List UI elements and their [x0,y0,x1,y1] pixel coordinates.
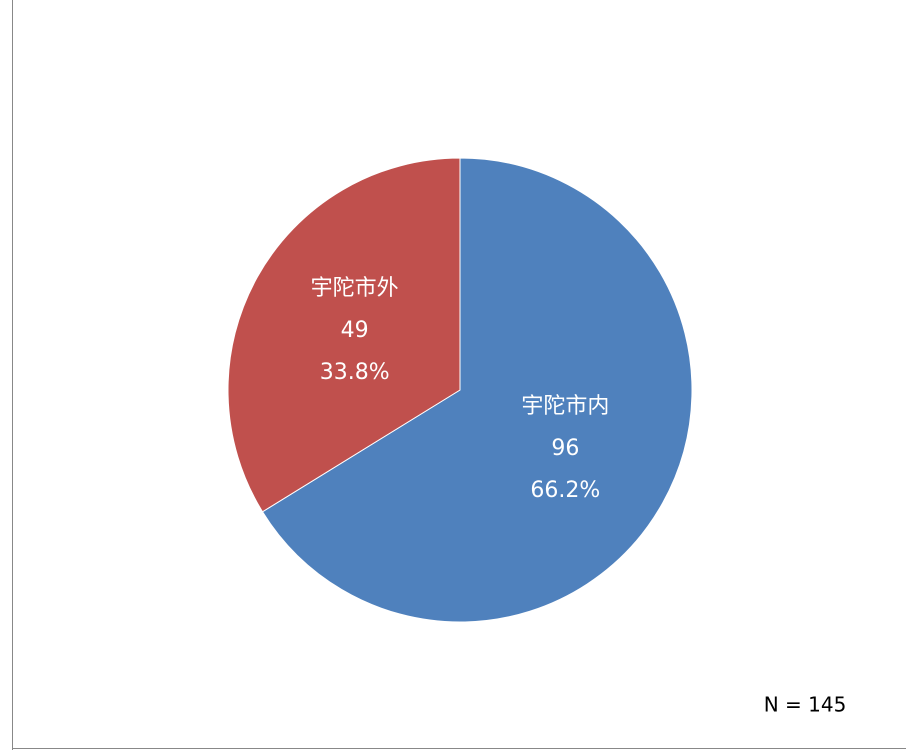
pie-slice [227,157,461,513]
slice-percentage-label: 66.2% [530,478,600,503]
pie-slice [261,157,693,623]
annotation: N = 145 [764,693,847,717]
slice-category-label: 宇陀市外 [311,276,399,301]
slice-value-label: 96 [551,436,579,461]
slice-value-label: 49 [341,318,369,343]
slice-percentage-label: 33.8% [320,360,390,385]
slice-category-label: 宇陀市内 [521,394,609,419]
